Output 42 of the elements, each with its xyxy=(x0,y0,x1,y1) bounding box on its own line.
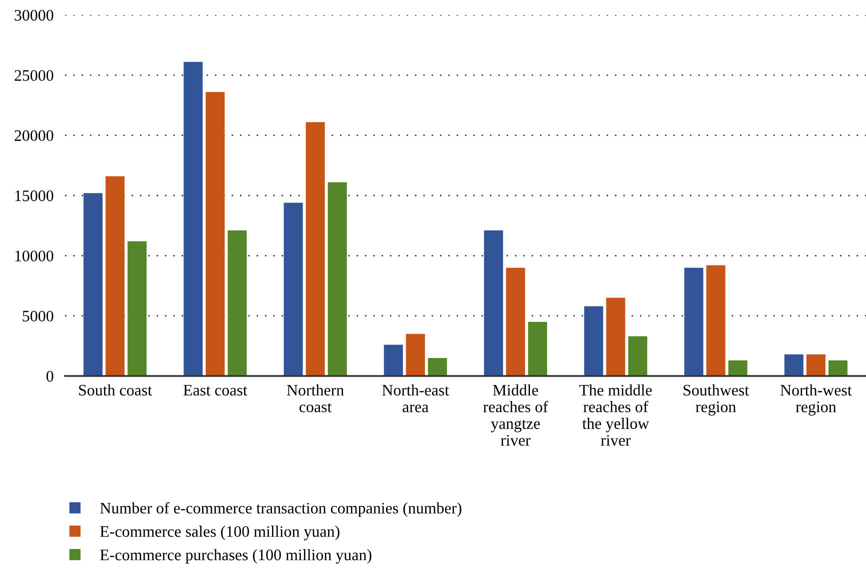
bar xyxy=(706,265,726,376)
bar xyxy=(828,360,848,376)
legend-label: Number of e-commerce transaction companies (number) xyxy=(100,502,462,517)
bar xyxy=(428,358,447,376)
bar xyxy=(84,193,103,376)
bar xyxy=(206,92,225,376)
bar xyxy=(328,182,347,376)
bar xyxy=(406,334,425,376)
bar xyxy=(306,122,325,376)
y-tick-label: 25000 xyxy=(14,70,54,81)
y-tick-label: 20000 xyxy=(14,130,54,142)
x-tick-label: Middle reaches of yangtze river xyxy=(483,384,548,446)
bar xyxy=(384,344,403,376)
bar xyxy=(128,241,147,376)
x-tick-label: Southwest region xyxy=(684,384,749,416)
bar xyxy=(584,306,604,376)
bar xyxy=(106,176,125,376)
legend-label: E-commerce purchases (100 million yuan) xyxy=(100,549,372,564)
legend-label: E-commerce sales (100 million yuan) xyxy=(100,526,340,540)
bar xyxy=(628,336,648,376)
bar xyxy=(684,268,704,376)
bar xyxy=(806,354,826,376)
bar xyxy=(184,62,203,376)
y-tick-label: 15000 xyxy=(15,190,54,202)
bar xyxy=(728,360,748,376)
x-tick-label: South coast xyxy=(79,384,152,396)
bar xyxy=(506,268,526,376)
bar xyxy=(284,202,303,376)
bar xyxy=(484,230,504,376)
y-tick-label: 0 xyxy=(46,370,54,382)
x-tick-label: Northern coast xyxy=(286,384,344,412)
y-tick-label: 5000 xyxy=(22,310,54,322)
bar xyxy=(528,322,548,376)
y-tick-label: 10000 xyxy=(15,250,54,262)
y-tick-label: 30000 xyxy=(14,10,54,21)
x-tick-label: North-west region xyxy=(780,384,852,416)
bar xyxy=(606,298,626,376)
x-tick-label: The middle reaches of the yellow river xyxy=(579,384,652,446)
bar xyxy=(228,230,247,376)
x-tick-label: North-east area xyxy=(382,384,450,412)
bar xyxy=(784,354,804,376)
x-tick-label: East coast xyxy=(183,384,248,396)
